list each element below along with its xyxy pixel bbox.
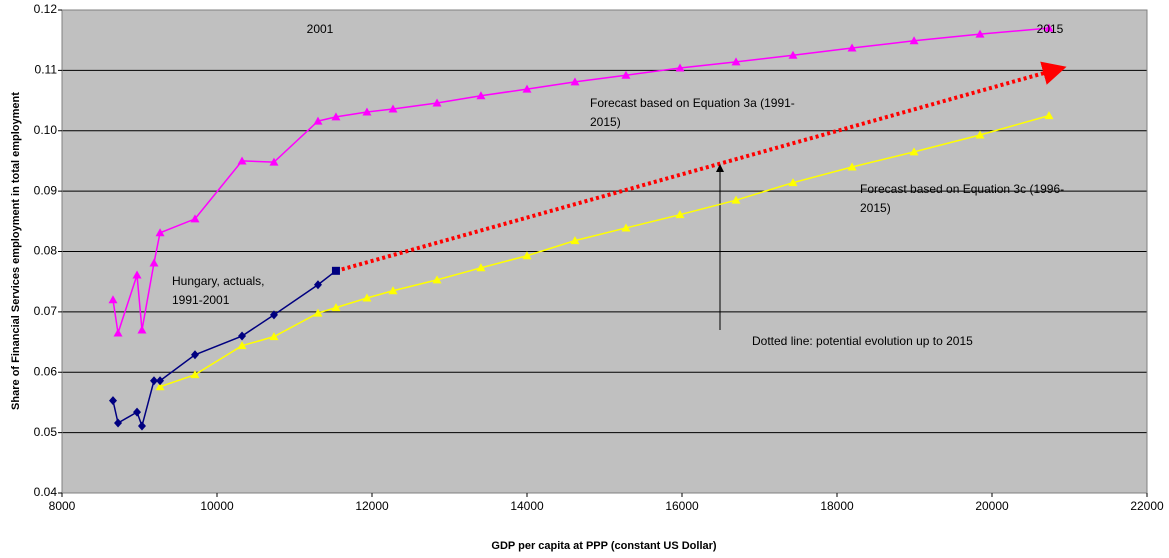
marker — [114, 418, 123, 428]
x-tick-label: 14000 — [510, 499, 544, 513]
annotation: 2015) — [860, 201, 891, 215]
annotation: Forecast based on Equation 3a (1991- — [590, 96, 795, 110]
y-axis-title: Share of Financial Services employment i… — [10, 92, 22, 410]
marker — [847, 162, 857, 171]
marker — [237, 341, 247, 350]
y-tick-label: 0.05 — [34, 425, 58, 439]
marker — [269, 332, 279, 341]
marker — [331, 303, 341, 312]
marker — [238, 331, 247, 341]
marker — [155, 382, 165, 391]
marker — [362, 107, 372, 116]
marker — [190, 350, 199, 360]
marker — [156, 376, 165, 386]
x-tick-label: 12000 — [355, 499, 389, 513]
marker — [133, 407, 142, 417]
marker — [975, 130, 985, 139]
annotation: 2001 — [307, 22, 334, 36]
marker — [155, 228, 165, 237]
y-tick-label: 0.04 — [34, 485, 58, 499]
trend-arrow — [335, 61, 1067, 273]
marker — [1044, 111, 1054, 120]
marker — [149, 258, 159, 267]
y-tick-label: 0.07 — [34, 304, 58, 318]
marker — [621, 70, 631, 79]
annotation: Forecast based on Equation 3c (1996- — [860, 182, 1064, 196]
x-tick-label: 18000 — [820, 499, 854, 513]
marker — [331, 266, 340, 275]
marker — [675, 210, 685, 219]
marker — [137, 325, 147, 334]
x-axis-title: GDP per capita at PPP (constant US Dolla… — [491, 540, 716, 552]
marker — [909, 36, 919, 45]
x-tick-label: 16000 — [665, 499, 699, 513]
marker — [331, 112, 341, 121]
marker — [108, 396, 117, 406]
marker — [788, 50, 798, 59]
marker — [432, 98, 442, 107]
marker — [190, 214, 200, 223]
annotation: 2015 — [1037, 22, 1064, 36]
marker — [132, 270, 142, 279]
marker — [909, 147, 919, 156]
marker — [675, 63, 685, 72]
marker — [731, 57, 741, 66]
y-tick-label: 0.09 — [34, 183, 58, 197]
x-tick-label: 20000 — [975, 499, 1009, 513]
marker — [788, 178, 798, 187]
y-tick-label: 0.10 — [34, 123, 58, 137]
annotation: Hungary, actuals, — [172, 274, 265, 288]
marker — [269, 157, 279, 166]
marker — [313, 308, 323, 317]
marker — [522, 251, 532, 260]
annotation: 1991-2001 — [172, 293, 230, 307]
annotation: 2015) — [590, 115, 621, 129]
y-tick-label: 0.08 — [34, 244, 58, 258]
marker — [190, 370, 200, 379]
x-tick-label: 8000 — [49, 499, 76, 513]
marker — [362, 293, 372, 302]
marker — [476, 91, 486, 100]
marker — [388, 104, 398, 113]
x-tick-label: 10000 — [200, 499, 234, 513]
series-line — [159, 114, 1050, 388]
marker — [847, 43, 857, 52]
marker — [269, 310, 278, 320]
y-tick-label: 0.11 — [35, 63, 58, 77]
marker — [1044, 23, 1054, 32]
marker — [313, 280, 322, 290]
marker — [237, 156, 247, 165]
marker — [313, 116, 323, 125]
marker — [432, 275, 442, 284]
y-tick-label: 0.06 — [34, 364, 58, 378]
marker — [137, 421, 146, 431]
marker — [731, 195, 741, 204]
marker — [113, 328, 123, 337]
marker — [975, 29, 985, 38]
marker — [108, 295, 118, 304]
marker — [570, 77, 580, 86]
x-tick-label: 22000 — [1130, 499, 1164, 513]
marker — [476, 263, 486, 272]
marker — [570, 236, 580, 245]
marker — [621, 223, 631, 232]
marker — [149, 376, 158, 386]
annotation: Dotted line: potential evolution up to 2… — [752, 334, 973, 348]
y-tick-label: 0.12 — [34, 2, 58, 16]
marker — [388, 286, 398, 295]
marker — [522, 84, 532, 93]
